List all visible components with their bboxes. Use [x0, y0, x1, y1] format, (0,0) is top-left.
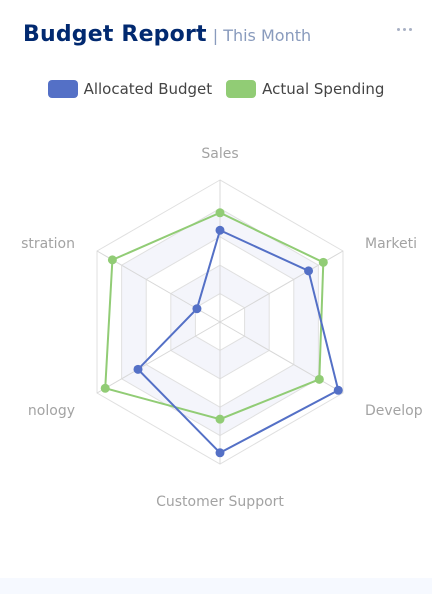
radar-chart: Sales stration nology Customer Support Devel…: [21, 146, 423, 510]
card-subtitle: | This Month: [212, 26, 312, 45]
series-1-point-2: [100, 383, 110, 393]
ellipsis-icon[interactable]: [395, 24, 414, 35]
series-0-point-0: [215, 225, 225, 235]
budget-report-card: Budget Report | This Month Allocated Bud…: [0, 22, 432, 510]
series-1-point-4: [314, 374, 324, 384]
series-1-point-1: [107, 255, 117, 265]
legend-item-actual[interactable]: Actual Spending: [226, 80, 384, 98]
series-0-point-1: [192, 304, 202, 314]
radar-axis-label-2: nology: [28, 403, 75, 419]
legend-swatch-actual: [226, 80, 257, 98]
series-0-point-4: [333, 385, 343, 395]
card-title: Budget Report: [23, 22, 207, 47]
card-header: Budget Report | This Month: [23, 22, 311, 47]
series-0-point-2: [133, 364, 143, 374]
series-1-point-5: [318, 257, 328, 267]
legend-item-allocated[interactable]: Allocated Budget: [47, 80, 213, 98]
radar-axis-2: [96, 321, 221, 394]
radar-axis-label-5: Marketi: [365, 236, 417, 252]
legend-label-allocated: Allocated Budget: [83, 80, 213, 98]
series-1-point-0: [215, 208, 225, 218]
radar-axis-label-3: Customer Support: [156, 494, 284, 510]
legend-swatch-allocated: [47, 80, 78, 98]
legend-label-actual: Actual Spending: [262, 80, 385, 98]
series-0-point-3: [215, 448, 225, 458]
radar-axis-label-1: stration: [21, 236, 75, 252]
chart-legend: Allocated Budget Actual Spending: [0, 80, 432, 98]
radar-axis-label-0: Sales: [201, 146, 238, 162]
series-0-point-5: [304, 266, 314, 276]
series-1-point-3: [215, 414, 225, 424]
radar-axis-label-4: Develop: [365, 403, 423, 419]
